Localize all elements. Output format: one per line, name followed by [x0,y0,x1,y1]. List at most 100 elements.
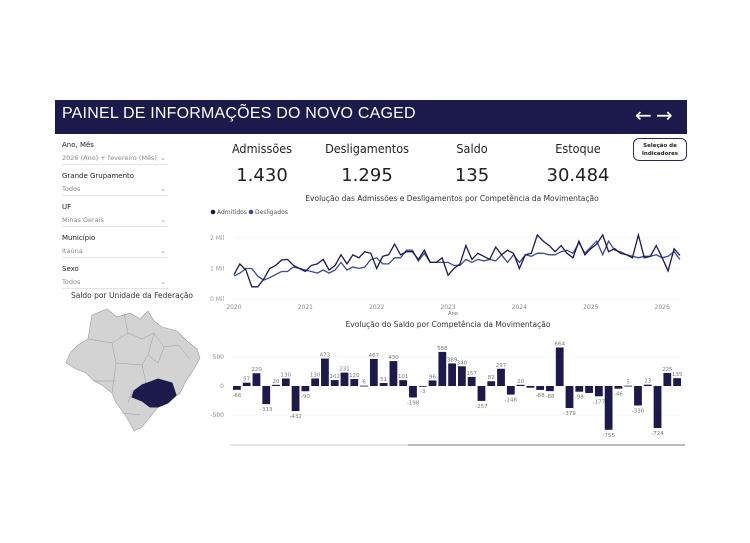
bar[interactable] [555,347,564,386]
bar[interactable] [399,380,408,386]
bar[interactable] [458,366,466,386]
bar-data-label: 5 [626,380,630,386]
filter-dropdown[interactable]: Todos ⌄ [62,276,168,289]
bar[interactable] [663,372,672,386]
bar[interactable] [624,385,633,387]
bar-data-label: 6 [362,380,366,386]
bar[interactable] [477,386,486,401]
x-tick-label: 2024 [512,304,527,311]
bar[interactable] [340,372,349,386]
bar[interactable] [565,386,574,408]
legend-marker [248,209,254,215]
bar[interactable] [418,386,427,387]
filter-dropdown[interactable]: Todos ⌄ [62,183,168,196]
bar[interactable] [448,363,456,386]
bar[interactable] [321,358,329,386]
bar[interactable] [536,386,545,390]
bar-data-label: 101 [398,374,409,380]
kpi-label: Desligamentos [325,141,409,156]
bar[interactable] [575,386,584,392]
line-chart-title: Evolução das Admissões e Desligamentos p… [305,194,599,203]
series-line-desligados[interactable] [233,239,681,281]
bar[interactable] [497,368,505,386]
bar[interactable] [438,351,447,386]
bar[interactable] [379,383,388,386]
map-brazil-states[interactable] [65,308,201,432]
bar[interactable] [233,386,241,390]
filter-label: Sexo [62,265,79,273]
bar-chart-title: Evolução do Saldo por Competência da Mov… [345,320,551,329]
bar[interactable] [487,381,496,386]
bar[interactable] [281,378,290,386]
bar-data-label: 430 [388,355,399,361]
bar[interactable] [428,380,437,386]
bar-data-label: 231 [339,367,350,373]
indicator-selection-button[interactable]: Seleção de Indicadores [633,138,687,161]
bar-data-label: -3 [420,389,426,395]
bar[interactable] [526,386,535,388]
brazil-map[interactable] [62,303,202,433]
bar[interactable] [301,386,310,392]
bar[interactable] [369,358,378,386]
bar-data-label: 297 [496,363,507,369]
bar[interactable] [585,386,593,393]
filter-dropdown[interactable]: Minas Gerais ⌄ [62,214,168,227]
bar[interactable] [252,373,261,386]
bar[interactable] [546,386,554,392]
bar[interactable] [604,386,613,430]
x-tick-label: 2025 [583,304,598,311]
bar[interactable] [467,376,476,386]
filter-value: Todos [62,185,81,193]
x-tick-label: 2023 [440,304,455,311]
arrow-left-icon[interactable]: ← [635,103,652,127]
kpi-label: Admissões [231,141,293,156]
bar[interactable] [360,385,368,387]
bar-data-label: -379 [563,411,576,417]
series-line-admitidos[interactable] [233,232,681,288]
bar[interactable] [506,386,515,395]
kpi-value: 1.430 [236,165,288,186]
bar-data-label: 82 [488,375,495,381]
bar-data-label: 20 [517,379,524,385]
legend-label: Admitidos [217,209,247,216]
bar-data-label: -198 [407,400,420,406]
bar-data-label: 157 [466,371,477,377]
bar-chart[interactable]: 5000-500-6657220-31320130-432-9013047310… [200,330,690,450]
x-tick-label: 2021 [298,304,313,311]
bar[interactable] [634,386,642,406]
filter-label: Grande Grupamento [62,172,135,180]
bar[interactable] [673,378,681,386]
page-title: PAINEL DE INFORMAÇÕES DO NOVO CAGED [62,105,416,122]
x-axis-label: Ano [448,311,458,317]
bar[interactable] [350,379,359,386]
filter-dropdown[interactable]: 2026 (Ano) + fevereiro (Mês) ⌄ [62,152,168,165]
bar-data-label: 389 [447,357,458,363]
bar[interactable] [242,382,251,386]
bar[interactable] [594,386,603,397]
line-chart[interactable]: 0 Mil 1 Mil 2 Mil 2020 2021 2022 2023 2024 2025 2… [200,204,690,320]
filter-dropdown[interactable]: Itaúna ⌄ [62,245,168,258]
arrow-right-icon[interactable]: → [656,103,673,127]
bar[interactable] [311,378,320,386]
bar[interactable] [291,386,300,412]
kpi-label: Saldo [456,141,488,156]
bar-data-label: 51 [380,377,387,383]
bar[interactable] [653,386,662,428]
filter-value: Todos [62,278,81,286]
bar[interactable] [272,384,280,386]
filter-label: Ano, Mês [62,141,94,149]
kpi-value: 135 [454,165,490,186]
bar[interactable] [643,384,652,386]
bar[interactable] [330,380,339,386]
bar-data-label: -88 [545,394,554,400]
y-tick-label: 2 Mil [210,235,225,242]
bar[interactable] [516,384,525,386]
bar[interactable] [389,361,398,386]
button-line-1: Seleção de [643,143,677,149]
header-bar: PAINEL DE INFORMAÇÕES DO NOVO CAGED ← → [55,100,687,134]
map-state-minas-gerais[interactable] [131,378,177,408]
filter-label: Município [62,234,96,242]
bar[interactable] [614,386,623,389]
bar[interactable] [262,386,271,405]
bar[interactable] [409,386,417,398]
